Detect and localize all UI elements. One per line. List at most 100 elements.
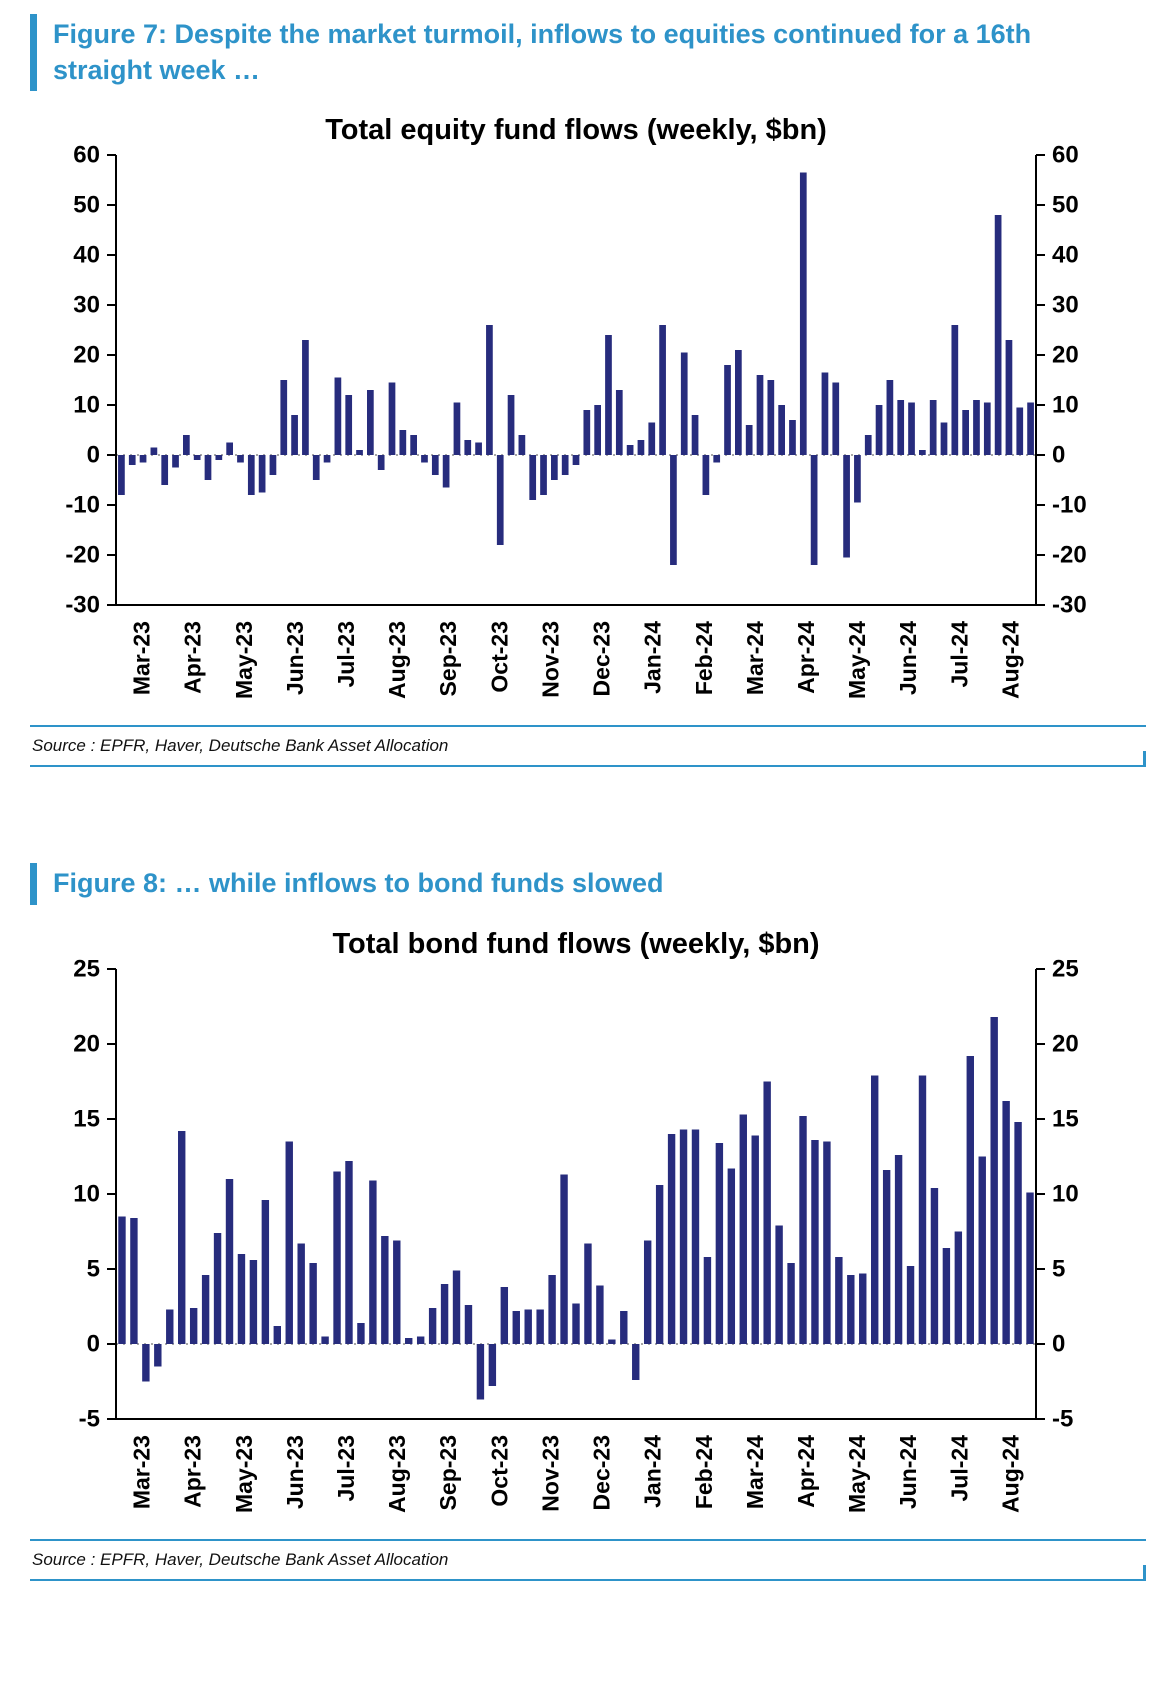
bar: [724, 365, 731, 456]
bar: [237, 455, 244, 463]
bar: [864, 435, 872, 456]
bar: [978, 1156, 986, 1344]
bar: [929, 400, 937, 456]
svg-text:Oct-23: Oct-23: [486, 621, 512, 693]
bar: [703, 1256, 712, 1344]
bar: [431, 455, 439, 476]
bar: [763, 1081, 771, 1344]
report-page: Figure 7: Despite the market turmoil, in…: [30, 14, 1146, 1581]
svg-text:0: 0: [1052, 442, 1065, 469]
bar: [128, 455, 136, 466]
bar: [130, 1217, 138, 1344]
bar: [908, 402, 915, 456]
figure-8-title: Figure 8: … while inflows to bond funds …: [53, 868, 664, 899]
bar: [973, 400, 980, 456]
bar: [832, 382, 840, 456]
svg-text:May-23: May-23: [231, 621, 257, 699]
bar: [906, 1265, 915, 1344]
bar: [345, 1160, 353, 1344]
svg-text:Aug-23: Aug-23: [384, 1435, 410, 1513]
bar: [637, 440, 645, 456]
bar: [345, 395, 353, 456]
bar: [919, 450, 926, 456]
bar: [859, 1273, 867, 1344]
bar: [821, 372, 829, 456]
svg-text:20: 20: [1052, 1030, 1079, 1057]
figure-8-panel: Figure 8: … while inflows to bond funds …: [30, 863, 1146, 1581]
bar: [488, 1343, 497, 1386]
bar: [632, 1343, 640, 1380]
bar: [940, 422, 948, 456]
svg-text:Jun-23: Jun-23: [282, 1435, 308, 1509]
bar: [226, 442, 233, 456]
bar: [811, 1139, 819, 1344]
bar: [377, 455, 385, 471]
bar: [201, 1274, 210, 1344]
bar: [333, 1171, 341, 1344]
svg-text:-20: -20: [1052, 542, 1087, 569]
svg-text:20: 20: [1052, 342, 1079, 369]
bar: [835, 1256, 843, 1344]
bar: [713, 455, 721, 463]
bar: [518, 435, 526, 456]
bar: [787, 1262, 795, 1344]
bar: [410, 435, 417, 456]
svg-text:15: 15: [73, 1105, 100, 1132]
bar: [962, 410, 969, 456]
bar: [605, 335, 612, 456]
bar: [702, 455, 710, 496]
bar: [323, 455, 331, 463]
bar: [1005, 340, 1013, 456]
bar: [775, 1225, 783, 1344]
bar: [154, 1343, 162, 1367]
svg-text:-5: -5: [79, 1405, 100, 1432]
bar: [954, 1231, 963, 1344]
bar: [1026, 1192, 1034, 1344]
bar: [659, 325, 666, 456]
bar: [990, 1016, 998, 1344]
figure-8-source: Source : EPFR, Haver, Deutsche Bank Asse…: [32, 1549, 449, 1569]
figure-8-source-block: Source : EPFR, Haver, Deutsche Bank Asse…: [30, 1538, 1146, 1581]
svg-text:10: 10: [1052, 392, 1079, 419]
svg-text:40: 40: [73, 242, 100, 269]
bond-fund-flows-svg: Total bond fund flows (weekly, $bn)25 252…: [73, 928, 1079, 1513]
svg-text:Jun-24: Jun-24: [895, 1435, 921, 1509]
svg-text:-10: -10: [1052, 492, 1087, 519]
bar: [193, 455, 201, 461]
bar: [727, 1168, 736, 1344]
bar: [321, 1336, 329, 1344]
svg-text:Jul-23: Jul-23: [333, 1435, 359, 1501]
bar: [512, 1310, 520, 1344]
bar: [524, 1309, 532, 1344]
bar: [357, 1322, 365, 1344]
bar: [166, 1309, 174, 1344]
bar: [966, 1055, 974, 1344]
bar: [871, 1075, 879, 1344]
svg-text:Sep-23: Sep-23: [435, 621, 461, 696]
bar: [615, 390, 623, 456]
svg-text:Mar-24: Mar-24: [742, 621, 768, 695]
figure-8-header: Figure 8: … while inflows to bond funds …: [30, 863, 1045, 905]
bar: [261, 1199, 270, 1344]
svg-text:Apr-23: Apr-23: [180, 621, 206, 694]
bar: [596, 1285, 604, 1344]
equity-fund-flows-svg: Total equity fund flows (weekly, $bn)60 6…: [65, 114, 1087, 699]
bar: [882, 1169, 891, 1344]
bar: [1014, 1121, 1022, 1344]
bar: [440, 1283, 449, 1344]
bar: [679, 1129, 688, 1344]
divider: [30, 1538, 1146, 1541]
bar: [648, 422, 656, 456]
bar: [291, 415, 298, 456]
bar: [983, 402, 991, 456]
bar: [756, 375, 764, 456]
bar: [680, 352, 688, 456]
month-labels: Mar-23 Apr-23 May-23 Jun-23 Jul-23 Aug-23 Sep-…: [129, 621, 1024, 699]
figure-7-source-block: Source : EPFR, Haver, Deutsche Bank Asse…: [30, 725, 1146, 768]
svg-text:Sep-23: Sep-23: [435, 1435, 461, 1510]
bar: [667, 1133, 676, 1344]
svg-text:0: 0: [1052, 1330, 1065, 1357]
bar: [369, 1180, 377, 1344]
bar: [810, 455, 818, 566]
bar: [161, 455, 169, 486]
